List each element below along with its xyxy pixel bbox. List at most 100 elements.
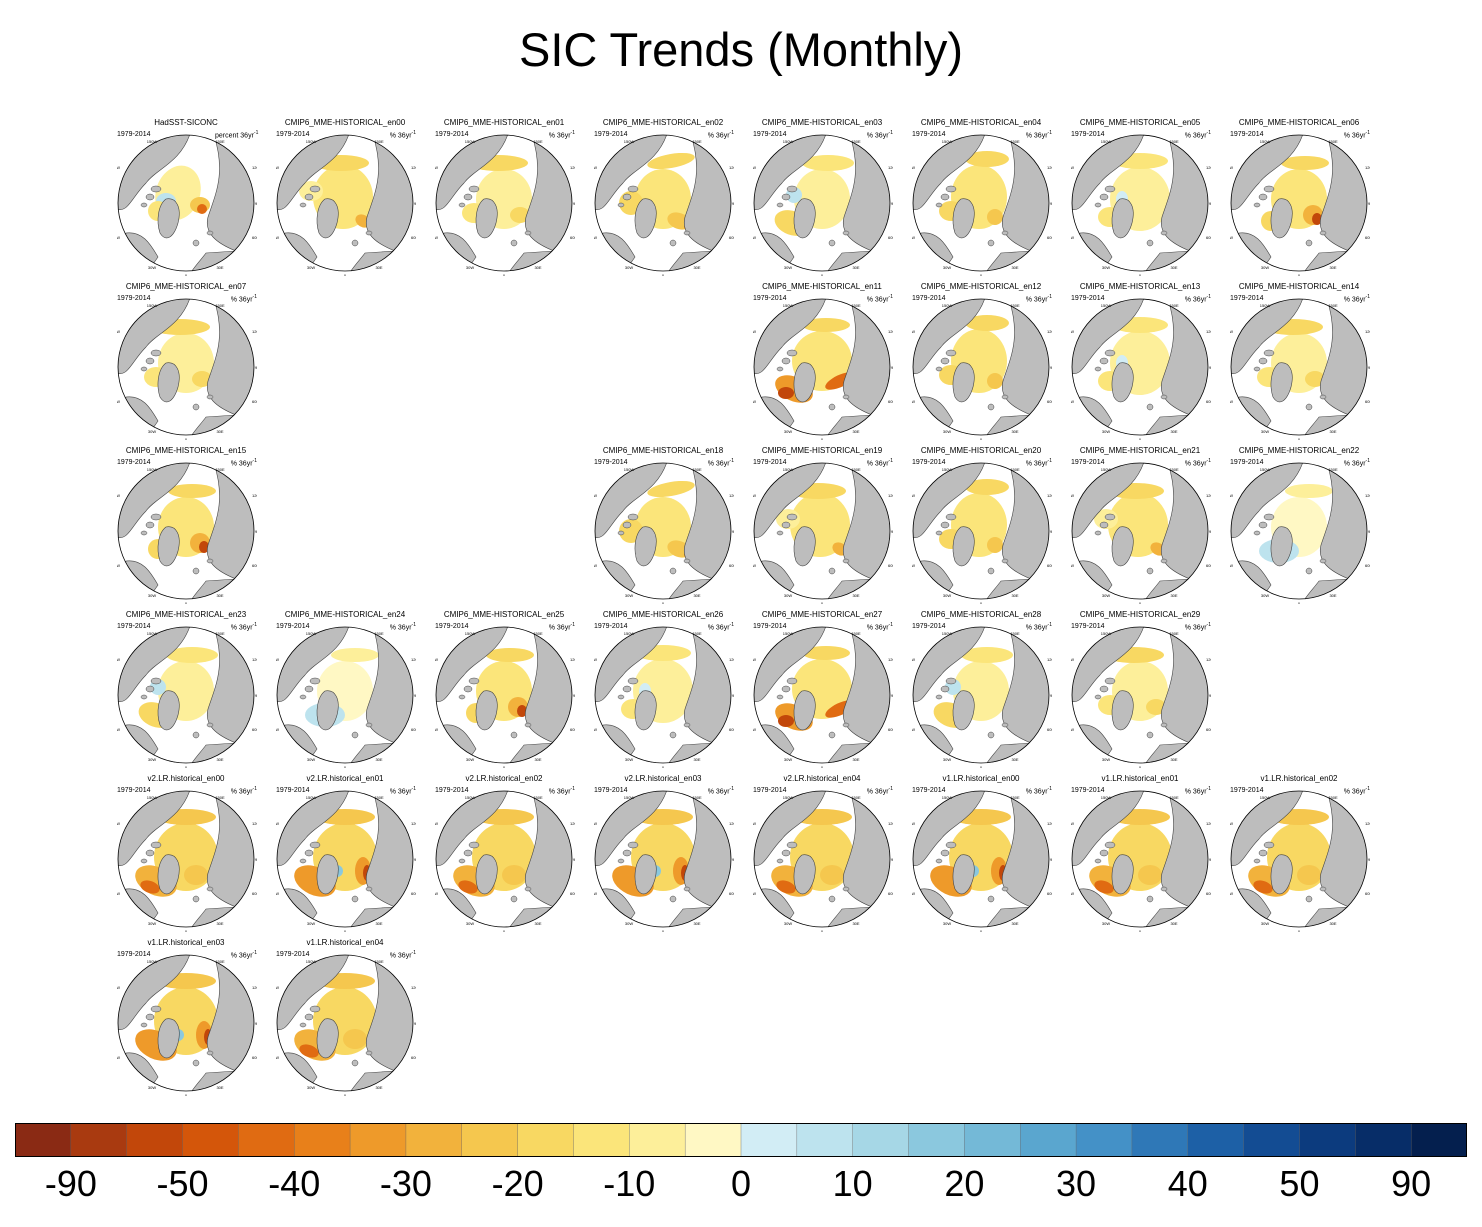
lon-label: 60E — [729, 727, 734, 732]
map-panel: CMIP6_MME-HISTORICAL_en18 1979-2014 % 36yr… — [594, 446, 752, 604]
polar-map: 180150W150E120W120E90W90E60W60E30W30E0 — [117, 954, 257, 1096]
unit-text: % 36yr — [230, 460, 253, 468]
lon-label: 120E — [252, 985, 257, 990]
lon-label: 30W — [943, 593, 951, 598]
lon-label: 90E — [1209, 201, 1211, 206]
lon-label: 30E — [1329, 429, 1336, 434]
island — [304, 685, 314, 693]
map-panel: CMIP6_MME-HISTORICAL_en13 1979-2014 % 36yr… — [1071, 282, 1229, 440]
lon-label: 60E — [252, 399, 257, 404]
island — [1001, 886, 1009, 892]
map-boundary — [753, 462, 891, 600]
island — [1319, 394, 1327, 400]
panel-period: 1979-2014 — [276, 951, 310, 958]
lon-label: 120E — [1365, 493, 1370, 498]
lon-label: 150E — [1010, 139, 1020, 144]
lon-label: 90E — [1368, 365, 1370, 370]
land-greenland — [157, 198, 180, 239]
land-greenland — [1270, 362, 1293, 403]
lon-label: 150E — [692, 631, 702, 636]
lon-label: 150E — [851, 303, 861, 308]
panel-title: CMIP6_MME-HISTORICAL_en20 — [920, 446, 1042, 455]
island — [945, 185, 957, 193]
unit-text: % 36yr — [230, 296, 253, 304]
island — [627, 185, 639, 193]
panel-period: 1979-2014 — [1230, 295, 1264, 302]
panel-title: CMIP6_MME-HISTORICAL_en06 — [1238, 118, 1360, 127]
island — [786, 677, 798, 685]
unit-exponent: -1 — [888, 786, 893, 792]
panel-unit: % 36yr-1 — [1169, 130, 1211, 139]
island — [192, 239, 200, 247]
unit-exponent: -1 — [1206, 622, 1211, 628]
lon-label: 0 — [344, 1093, 347, 1096]
unit-exponent: -1 — [888, 130, 893, 136]
colorbar-label: 30 — [1056, 1163, 1097, 1204]
polar-map: 180150W150E120W120E90W90E60W60E30W30E0 — [753, 626, 893, 768]
lon-label: 60W — [117, 563, 120, 568]
lon-label: 120E — [729, 493, 734, 498]
map-boundary — [912, 626, 1050, 764]
lon-label: 60E — [1047, 235, 1052, 240]
map-boundary — [117, 134, 255, 272]
lon-label: 120E — [1365, 165, 1370, 170]
lon-label: 120W — [912, 493, 915, 498]
lon-label: 30W — [1261, 593, 1269, 598]
lon-label: 150E — [1328, 303, 1338, 308]
map-boundary — [1230, 298, 1368, 436]
island — [1305, 239, 1313, 247]
land-greenland — [793, 690, 816, 731]
lon-label: 0 — [662, 765, 665, 768]
island — [299, 694, 307, 700]
lon-label: 60W — [117, 399, 120, 404]
colorbar-segment — [461, 1123, 519, 1157]
lon-label: 30W — [1102, 429, 1110, 434]
island — [351, 1059, 359, 1067]
map-panel: CMIP6_MME-HISTORICAL_en05 1979-2014 % 36yr… — [1071, 118, 1229, 276]
panel-period: 1979-2014 — [117, 623, 151, 630]
trend-patch — [1138, 865, 1162, 885]
lon-label: 30E — [375, 757, 382, 762]
lon-label: 90E — [255, 693, 257, 698]
lon-label: 120E — [411, 821, 416, 826]
lon-label: 30E — [1170, 757, 1177, 762]
island — [458, 858, 466, 864]
lon-label: 60E — [729, 891, 734, 896]
lon-label: 0 — [185, 601, 188, 604]
lon-label: 30E — [375, 921, 382, 926]
lon-label: 30W — [307, 265, 315, 270]
lon-label: 150W — [942, 467, 953, 472]
panel-period: 1979-2014 — [1071, 295, 1105, 302]
panel-title: CMIP6_MME-HISTORICAL_en23 — [125, 610, 247, 619]
lon-label: 150W — [306, 631, 317, 636]
lon-label: 60W — [276, 235, 279, 240]
island — [1146, 895, 1154, 903]
panel-title: v2.LR.historical_en00 — [147, 774, 225, 783]
island — [683, 230, 691, 236]
lon-label: 30E — [1329, 921, 1336, 926]
unit-exponent: -1 — [1365, 130, 1370, 136]
panel-unit: % 36yr-1 — [1010, 458, 1052, 467]
island — [1146, 567, 1154, 575]
unit-text: % 36yr — [389, 952, 412, 960]
map-panel: CMIP6_MME-HISTORICAL_en12 1979-2014 % 36yr… — [912, 282, 1070, 440]
map-panel: CMIP6_MME-HISTORICAL_en26 1979-2014 % 36yr… — [594, 610, 752, 768]
island — [1263, 841, 1275, 849]
island — [463, 849, 473, 857]
island — [669, 895, 677, 903]
lon-label: 0 — [980, 765, 983, 768]
lon-label: 90E — [1050, 529, 1052, 534]
unit-exponent: -1 — [252, 622, 257, 628]
lon-label: 60W — [1071, 891, 1074, 896]
lon-label: 30W — [1261, 265, 1269, 270]
island — [617, 530, 625, 536]
island — [206, 722, 214, 728]
polar-map: 180150W150E120W120E90W90E60W60E30W30E0 — [117, 790, 257, 932]
panel-unit: % 36yr-1 — [215, 622, 257, 631]
trend-patch — [776, 880, 796, 894]
island — [842, 394, 850, 400]
lon-label: 30W — [307, 1085, 315, 1090]
